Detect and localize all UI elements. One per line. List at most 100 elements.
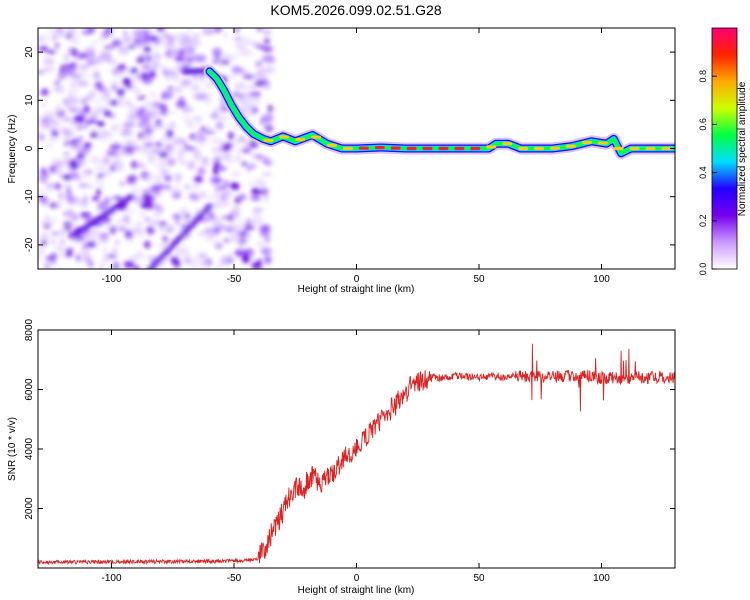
noise-blob [130,160,138,169]
noise-blob [94,56,104,64]
noise-blob [174,137,187,145]
colorbar-tick-label: 0.4 [698,166,708,179]
noise-blob [195,131,204,136]
noise-blob [50,129,56,137]
noise-blob [264,37,270,45]
noise-blob [227,225,238,233]
noise-blob [154,203,160,210]
noise-blob [155,141,163,147]
noise-blob [215,121,224,130]
x-tick-label: 0 [354,573,360,584]
noise-blob [154,191,161,197]
sweep-blob [184,225,193,232]
noise-blob [242,106,253,115]
noise-blob [124,132,135,136]
noise-blob [246,163,257,169]
noise-blob [242,91,251,100]
noise-blob [214,28,221,34]
sweep-blob [197,212,206,219]
noise-blob [249,254,254,261]
noise-blob [155,162,167,170]
noise-blob [181,80,190,85]
noise-blob [194,92,207,100]
sweep-blob [163,248,172,255]
noise-blob [172,215,181,220]
noise-blob [104,196,110,206]
noise-blob [259,231,270,238]
sweep-blob [96,121,105,128]
noise-blob [185,146,197,151]
noise-blob [63,131,75,136]
noise-blob [47,142,52,148]
noise-blob [232,216,242,220]
noise-blob [70,38,78,43]
noise-blob [126,102,133,106]
noise-blob [207,233,218,239]
noise-blob [249,105,259,115]
noise-blob [105,150,118,156]
noise-blob [116,64,127,71]
noise-blob [78,124,87,130]
noise-blob [111,83,117,91]
noise-blob [174,251,183,258]
noise-blob [192,149,202,158]
noise-blob [224,180,229,187]
sweep-blob [149,35,158,42]
noise-blob [122,122,133,126]
x-tick-label: 100 [593,573,610,584]
noise-blob [134,221,145,226]
noise-blob [94,177,101,183]
noise-blob [83,169,94,174]
ridge-hotspot [279,135,290,139]
colorbar-tick-label: 0.6 [698,118,708,131]
noise-blob [57,247,67,252]
ridge-hotspot [613,146,624,151]
noise-blob [159,227,165,233]
noise-blob [209,28,215,35]
noise-blob [96,188,101,196]
noise-blob [134,29,141,37]
sweep-blob [103,110,112,117]
sweep-blob [90,131,98,138]
noise-blob [220,60,230,65]
snr-x-label: Height of straight line (km) [298,585,415,596]
spectrogram-x-axis: -100 -50 0 50 100 [101,28,610,285]
noise-blob [151,91,156,99]
noise-blob [109,144,122,151]
noise-blob [40,198,50,206]
noise-blob [249,92,255,97]
noise-blob [213,161,221,168]
noise-blob [86,241,97,248]
y-tick-label: 10 [24,94,35,106]
colorbar-tick-label: 0.8 [698,70,708,83]
noise-blob [101,156,111,165]
noise-blob [239,241,244,249]
noise-blob [254,91,261,98]
noise-blob [243,248,255,256]
noise-blob [231,65,242,74]
noise-blob [118,46,130,56]
noise-blob [263,116,273,123]
noise-blob [53,160,64,168]
noise-blob [76,64,86,69]
noise-blob [142,122,148,130]
noise-blob [243,140,249,146]
noise-blob [38,116,45,126]
noise-blob [98,263,105,269]
noise-blob [214,184,220,193]
spectrogram-y-axis: -20 -10 0 10 20 [24,46,675,252]
noise-blob [42,34,49,42]
noise-blob [236,238,248,244]
noise-blob [198,218,210,222]
noise-blob [230,171,241,177]
ridge-hotspot [565,144,576,148]
ridge-hotspot [486,145,497,149]
noise-blob [56,104,62,109]
noise-blob [71,198,83,203]
noise-blob [163,174,173,182]
noise-blob [51,109,63,115]
noise-blob [62,99,69,104]
noise-blob [47,184,52,194]
noise-blob [140,200,152,210]
noise-blob [187,161,195,170]
